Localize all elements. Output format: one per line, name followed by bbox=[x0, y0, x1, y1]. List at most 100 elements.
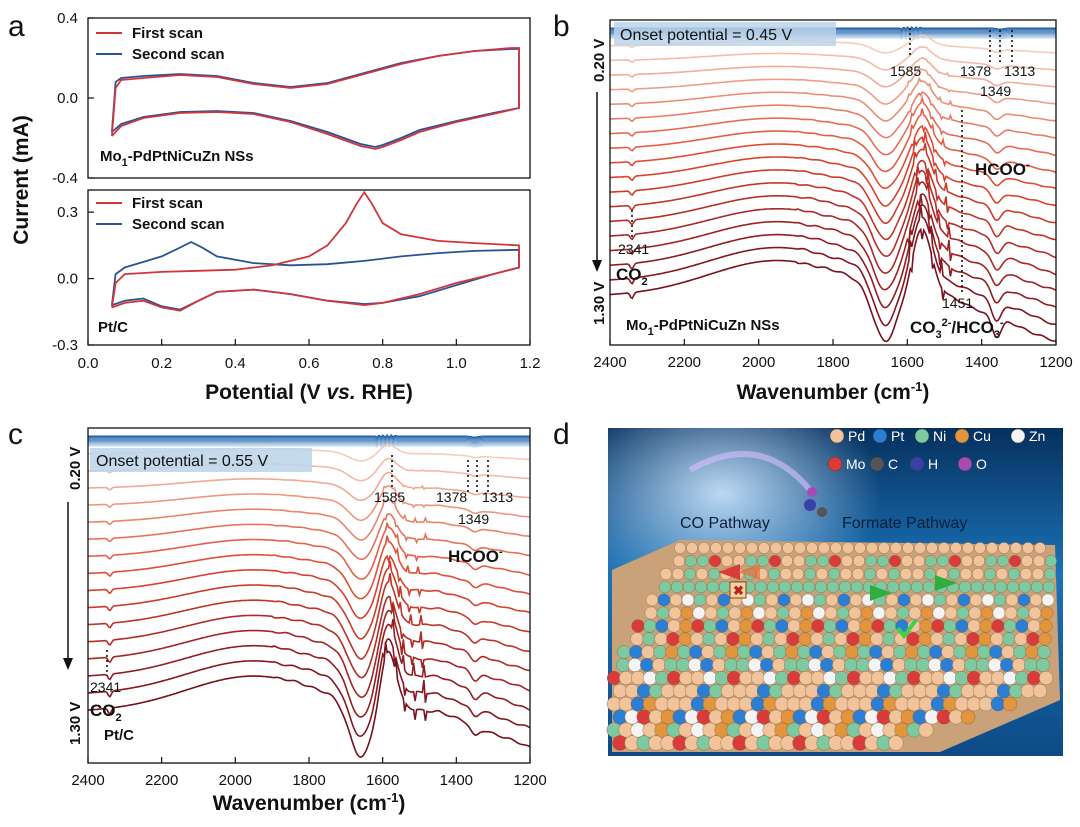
catalyst-atom bbox=[804, 683, 820, 699]
catalyst-atom bbox=[799, 619, 813, 633]
catalyst-atom bbox=[709, 555, 721, 567]
b-potential-arrowhead bbox=[592, 260, 602, 272]
catalyst-atom bbox=[845, 645, 859, 659]
catalyst-atom bbox=[818, 542, 830, 554]
catalyst-atom bbox=[772, 658, 786, 672]
catalyst-atom bbox=[832, 658, 846, 672]
catalyst-atom bbox=[763, 671, 777, 685]
catalyst-atom bbox=[968, 606, 982, 620]
catalyst-atom bbox=[882, 632, 896, 646]
catalyst-atom bbox=[789, 593, 803, 607]
panel-c: 2400 2200 2000 1800 1600 1400 1200 Onset poten… bbox=[63, 427, 547, 815]
catalyst-atom bbox=[926, 542, 938, 554]
catalyst-atom bbox=[640, 658, 654, 672]
catalyst-atom bbox=[1004, 606, 1018, 620]
spectrum-line bbox=[610, 177, 1056, 276]
catalyst-atom bbox=[821, 645, 835, 659]
catalyst-atom bbox=[680, 606, 694, 620]
spectrum-line bbox=[88, 436, 530, 441]
catalyst-atom bbox=[769, 555, 781, 567]
catalyst-atom bbox=[869, 645, 883, 659]
catalyst-atom bbox=[967, 671, 981, 685]
spectrum-line bbox=[88, 443, 530, 449]
spectrum-line bbox=[88, 619, 530, 718]
catalyst-atom bbox=[972, 683, 988, 699]
catalyst-atom bbox=[778, 580, 792, 594]
spectrum-line bbox=[610, 66, 1056, 105]
spectrum-line bbox=[88, 442, 530, 447]
catalyst-atom bbox=[948, 683, 964, 699]
catalyst-atom bbox=[658, 580, 672, 594]
catalyst-atom bbox=[888, 683, 904, 699]
catalyst-atom bbox=[667, 619, 681, 633]
catalyst-atom bbox=[713, 645, 727, 659]
catalyst-atom bbox=[847, 619, 861, 633]
catalyst-atom bbox=[840, 568, 852, 580]
a-x-tick-label: 1.2 bbox=[520, 355, 541, 372]
spectrum-line bbox=[88, 438, 530, 443]
catalyst-atom bbox=[1027, 619, 1041, 633]
spectrum-line bbox=[610, 227, 1056, 343]
catalyst-atom bbox=[936, 683, 952, 699]
catalyst-atom bbox=[660, 683, 676, 699]
catalyst-atom bbox=[698, 542, 710, 554]
legend-atom-ni-label: Ni bbox=[933, 428, 946, 444]
catalyst-atom bbox=[982, 580, 996, 594]
catalyst-atom bbox=[679, 671, 693, 685]
catalyst-atom bbox=[761, 645, 775, 659]
catalyst-atom bbox=[835, 671, 849, 685]
spectrum-line bbox=[88, 471, 530, 502]
catalyst-atom bbox=[691, 619, 705, 633]
catalyst-atom bbox=[1028, 606, 1042, 620]
a-y-tick-label: 0.0 bbox=[57, 271, 78, 288]
c-onset-box bbox=[90, 448, 312, 472]
catalyst-atom bbox=[950, 542, 962, 554]
catalyst-atom bbox=[798, 632, 812, 646]
catalyst-atom bbox=[1030, 580, 1044, 594]
catalyst-atom bbox=[954, 632, 968, 646]
spectrum-line bbox=[610, 76, 1056, 122]
b-carbonate-label: CO32-/HCO3- bbox=[910, 317, 1004, 341]
catalyst-atom bbox=[1000, 658, 1014, 672]
catalyst-atom bbox=[740, 606, 754, 620]
catalyst-atom bbox=[960, 683, 976, 699]
catalyst-atom bbox=[1044, 568, 1056, 580]
catalyst-atom bbox=[792, 568, 804, 580]
catalyst-atom bbox=[739, 671, 753, 685]
catalyst-atom bbox=[858, 632, 872, 646]
catalyst-atom bbox=[990, 632, 1004, 646]
catalyst-atom bbox=[1016, 606, 1030, 620]
catalyst-atom bbox=[754, 580, 768, 594]
catalyst-atom bbox=[996, 683, 1012, 699]
catalyst-atom bbox=[984, 568, 996, 580]
sample-label-a-top: Mo1-PdPtNiCuZn NSs bbox=[100, 148, 254, 169]
catalyst-atom bbox=[822, 632, 836, 646]
catalyst-atom bbox=[799, 671, 813, 685]
legend-first-label-top: First scan bbox=[132, 25, 203, 42]
catalyst-atom bbox=[811, 671, 825, 685]
catalyst-atom bbox=[908, 606, 922, 620]
catalyst-atom bbox=[804, 568, 816, 580]
legend-atom-o-label: O bbox=[976, 456, 987, 472]
catalyst-atom bbox=[624, 683, 640, 699]
catalyst-atom bbox=[838, 580, 852, 594]
spectrum-line bbox=[88, 605, 530, 699]
catalyst-atom bbox=[972, 568, 984, 580]
catalyst-atom bbox=[945, 593, 959, 607]
legend-atom-c-icon bbox=[869, 456, 885, 472]
catalyst-atom bbox=[977, 645, 991, 659]
catalyst-atom bbox=[775, 671, 789, 685]
panel-a: 0.0 0.2 0.4 0.6 0.8 1.0 1.20.40.0-0.40.30.0-0.… bbox=[10, 10, 540, 404]
catalyst-atom bbox=[1037, 645, 1051, 659]
catalyst-atom bbox=[631, 671, 645, 685]
catalyst-atom bbox=[917, 645, 931, 659]
wn-x-tick-label: 2000 bbox=[219, 772, 252, 789]
catalyst-atom bbox=[790, 580, 804, 594]
catalyst-atom bbox=[912, 568, 924, 580]
catalyst-atom bbox=[774, 632, 788, 646]
catalyst-atom bbox=[607, 671, 621, 685]
catalyst-atom bbox=[722, 542, 734, 554]
catalyst-atom bbox=[970, 580, 984, 594]
catalyst-atom bbox=[1010, 542, 1022, 554]
catalyst-atom bbox=[784, 658, 798, 672]
